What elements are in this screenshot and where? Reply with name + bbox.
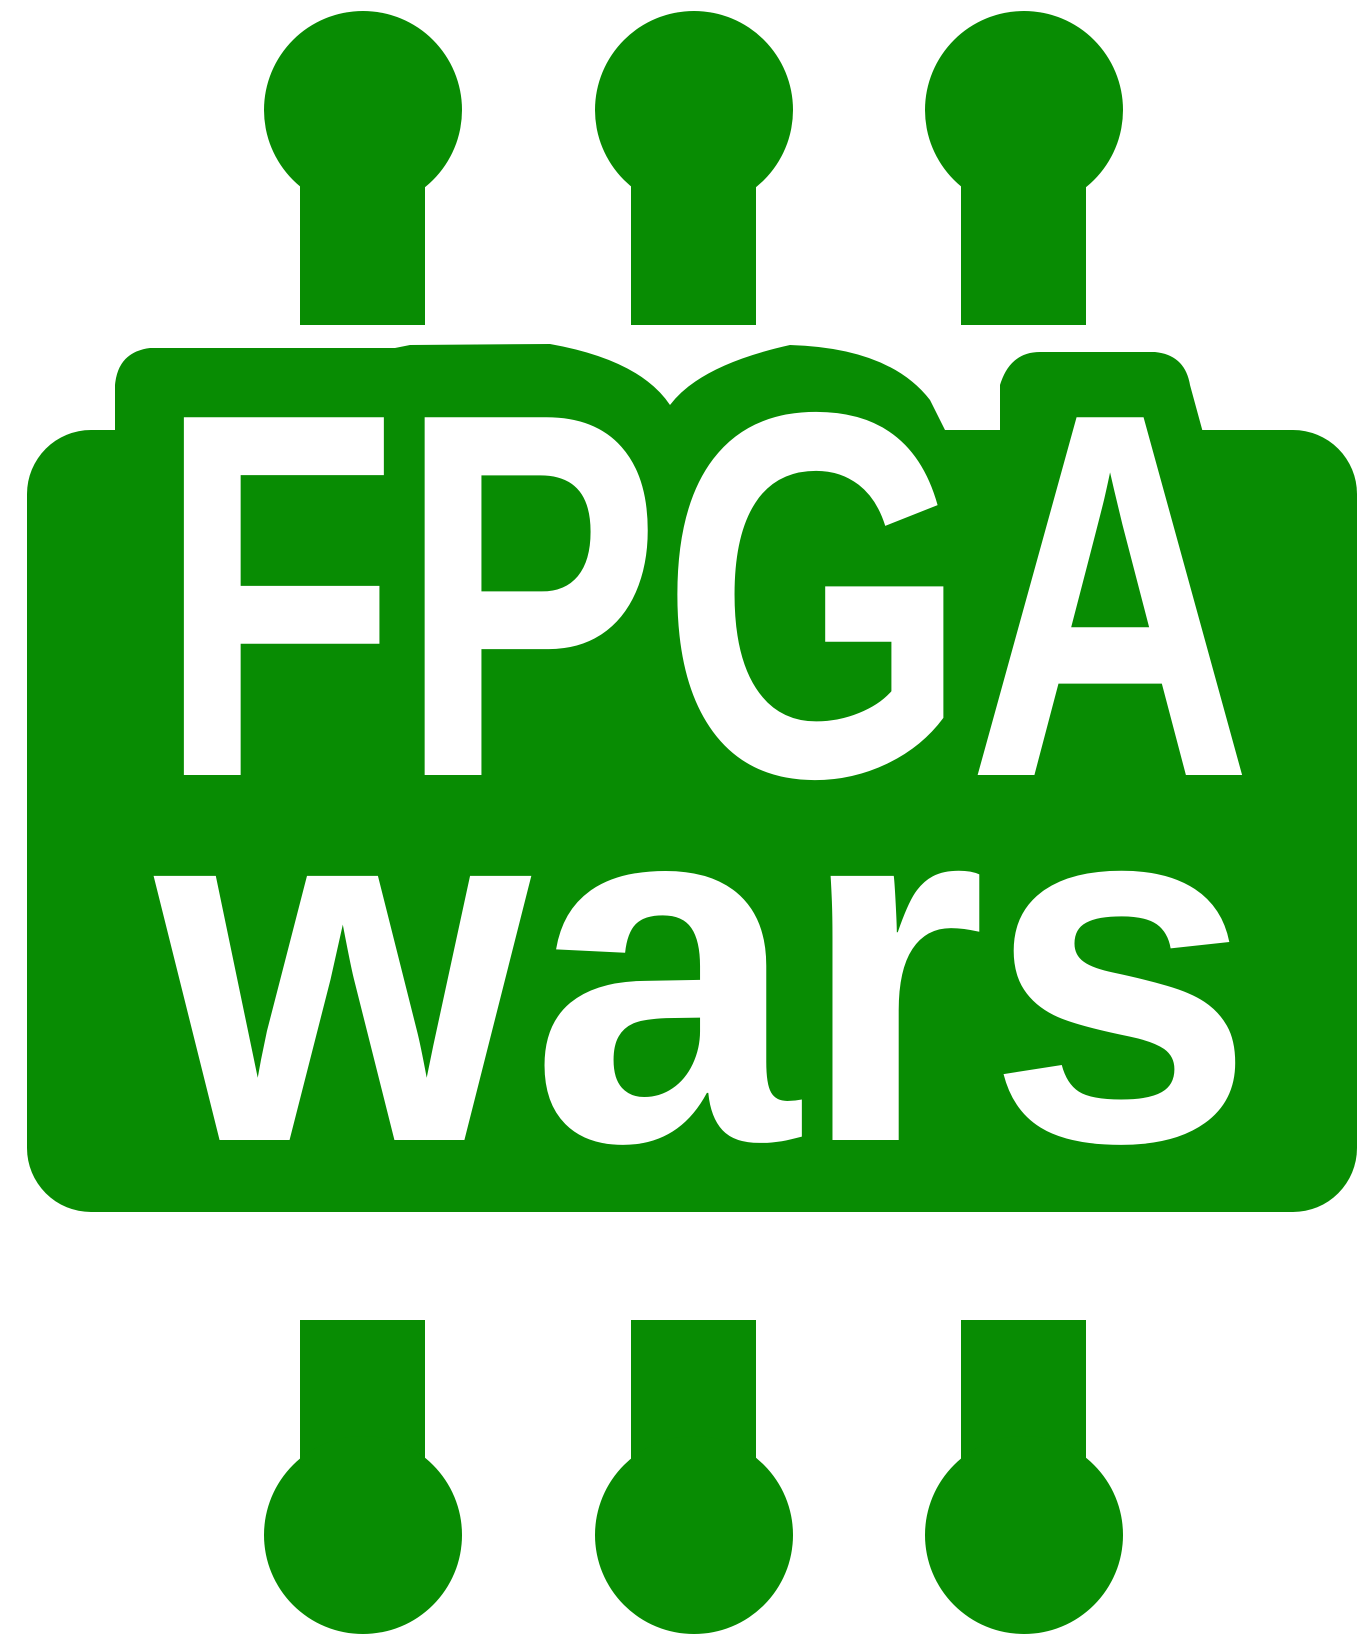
bottom-pins xyxy=(264,1320,1123,1634)
chip-with-pins-icon xyxy=(27,11,1357,1634)
logo-text-fpga: FPGA xyxy=(158,305,1253,886)
top-pins xyxy=(264,11,1123,325)
top-pin-left xyxy=(264,11,462,325)
bottom-pin-right xyxy=(925,1320,1123,1634)
bottom-pin-center xyxy=(595,1320,793,1634)
top-pin-right xyxy=(925,11,1123,325)
top-pin-center xyxy=(595,11,793,325)
chip-body xyxy=(27,344,1357,1212)
bottom-pin-left xyxy=(264,1320,462,1634)
logo-text-wars: wars xyxy=(147,687,1255,1246)
